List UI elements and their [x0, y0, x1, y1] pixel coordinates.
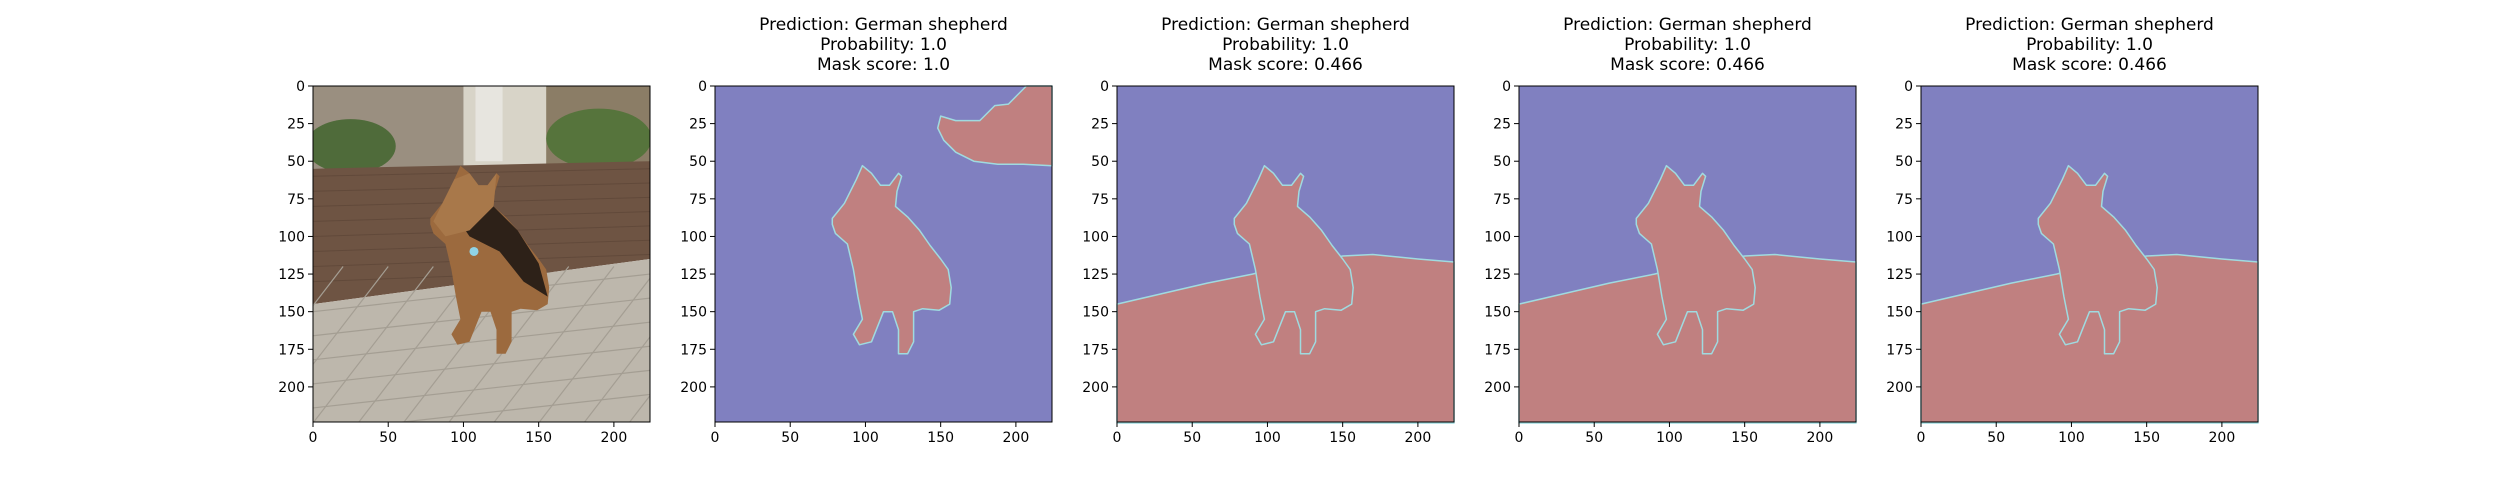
y-tick-label: 175 — [278, 342, 305, 358]
y-tick-label: 150 — [680, 305, 707, 321]
y-tick-label: 0 — [1502, 79, 1511, 95]
panel-title-line: Prediction: German shepherd — [1965, 15, 2214, 35]
x-tick-label: 100 — [852, 430, 879, 446]
y-tick-label: 200 — [1082, 380, 1109, 396]
y-tick-label: 75 — [689, 192, 707, 208]
x-tick-label: 200 — [601, 430, 628, 446]
panel-title-line: Mask score: 0.466 — [1208, 55, 1363, 75]
y-tick-label: 125 — [1886, 267, 1913, 283]
y-tick-label: 200 — [278, 380, 305, 396]
y-tick-label: 25 — [287, 117, 305, 133]
segmentation-mask — [1518, 86, 1857, 424]
x-tick-label: 100 — [450, 430, 477, 446]
x-tick-label: 100 — [1656, 430, 1683, 446]
segmentation-mask — [1116, 86, 1455, 424]
y-tick-label: 175 — [1886, 342, 1913, 358]
y-tick-label: 50 — [1895, 154, 1913, 170]
y-tick-label: 50 — [1091, 154, 1109, 170]
panel-title-line: Mask score: 0.466 — [1610, 55, 1765, 75]
panel-title-line: Probability: 1.0 — [2026, 35, 2153, 55]
y-tick-label: 50 — [287, 154, 305, 170]
x-tick-label: 50 — [1585, 430, 1603, 446]
y-tick-label: 0 — [1100, 79, 1109, 95]
y-tick-label: 50 — [689, 154, 707, 170]
y-tick-label: 100 — [1484, 229, 1511, 245]
x-tick-label: 50 — [1987, 430, 2005, 446]
axes-frame — [714, 85, 1053, 423]
y-tick-label: 125 — [278, 267, 305, 283]
panel-title-line: Mask score: 0.466 — [2012, 55, 2167, 75]
axes-frame — [312, 85, 651, 423]
x-tick-label: 150 — [525, 430, 552, 446]
x-tick-label: 150 — [2133, 430, 2160, 446]
y-tick-label: 150 — [1886, 305, 1913, 321]
y-tick-label: 175 — [680, 342, 707, 358]
axes-frame — [1920, 85, 2259, 423]
y-tick-label: 150 — [1484, 305, 1511, 321]
y-tick-label: 200 — [1484, 380, 1511, 396]
x-tick-label: 150 — [927, 430, 954, 446]
y-tick-label: 200 — [1886, 380, 1913, 396]
y-tick-label: 175 — [1484, 342, 1511, 358]
y-tick-label: 75 — [1493, 192, 1511, 208]
panel-title-line: Probability: 1.0 — [820, 35, 947, 55]
x-tick-label: 50 — [781, 430, 799, 446]
x-tick-label: 0 — [1113, 430, 1122, 446]
y-tick-label: 25 — [1895, 117, 1913, 133]
y-tick-label: 50 — [1493, 154, 1511, 170]
axes-frame — [1116, 85, 1455, 423]
y-tick-label: 0 — [296, 79, 305, 95]
x-tick-label: 0 — [1515, 430, 1524, 446]
x-tick-label: 200 — [1405, 430, 1432, 446]
x-tick-label: 200 — [1003, 430, 1030, 446]
y-tick-label: 25 — [1493, 117, 1511, 133]
y-tick-label: 100 — [680, 229, 707, 245]
y-tick-label: 125 — [680, 267, 707, 283]
y-tick-label: 175 — [1082, 342, 1109, 358]
y-tick-label: 75 — [1091, 192, 1109, 208]
panel-title-line: Prediction: German shepherd — [1563, 15, 1812, 35]
x-tick-label: 100 — [2058, 430, 2085, 446]
x-tick-label: 150 — [1731, 430, 1758, 446]
panel-title-line: Probability: 1.0 — [1624, 35, 1751, 55]
axes-frame — [1518, 85, 1857, 423]
y-tick-label: 100 — [1886, 229, 1913, 245]
y-tick-label: 150 — [278, 305, 305, 321]
panel-title-line: Prediction: German shepherd — [759, 15, 1008, 35]
x-tick-label: 100 — [1254, 430, 1281, 446]
x-tick-label: 50 — [1183, 430, 1201, 446]
y-tick-label: 25 — [689, 117, 707, 133]
x-tick-label: 150 — [1329, 430, 1356, 446]
x-tick-label: 0 — [1917, 430, 1926, 446]
y-tick-label: 0 — [1904, 79, 1913, 95]
x-tick-label: 0 — [309, 430, 318, 446]
x-tick-label: 0 — [711, 430, 720, 446]
x-tick-label: 50 — [379, 430, 397, 446]
y-tick-label: 125 — [1484, 267, 1511, 283]
panel-title-line: Prediction: German shepherd — [1161, 15, 1410, 35]
y-tick-label: 125 — [1082, 267, 1109, 283]
y-tick-label: 25 — [1091, 117, 1109, 133]
x-tick-label: 200 — [2209, 430, 2236, 446]
panel-title-line: Mask score: 1.0 — [817, 55, 950, 75]
x-tick-label: 200 — [1807, 430, 1834, 446]
panel-title-line: Probability: 1.0 — [1222, 35, 1349, 55]
input-photo — [313, 86, 650, 422]
y-tick-label: 100 — [278, 229, 305, 245]
y-tick-label: 75 — [287, 192, 305, 208]
y-tick-label: 100 — [1082, 229, 1109, 245]
y-tick-label: 75 — [1895, 192, 1913, 208]
segmentation-mask — [715, 85, 1053, 422]
y-tick-label: 200 — [680, 380, 707, 396]
y-tick-label: 150 — [1082, 305, 1109, 321]
segmentation-mask — [1920, 86, 2259, 424]
y-tick-label: 0 — [698, 79, 707, 95]
